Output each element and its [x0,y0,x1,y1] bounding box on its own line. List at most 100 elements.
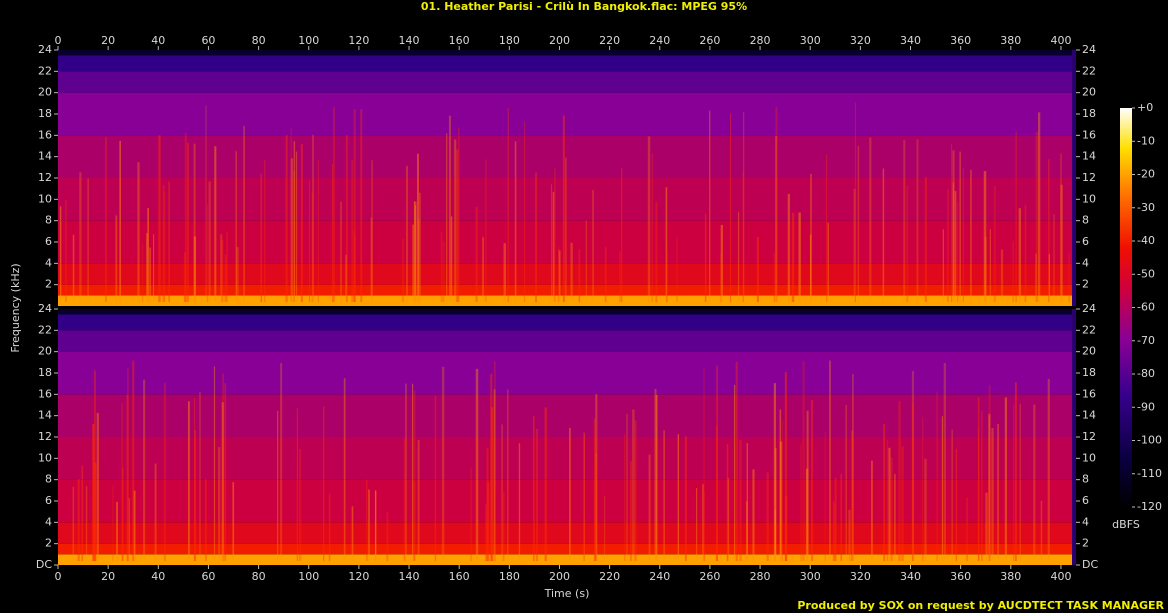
texture [952,150,955,302]
texture [153,234,155,302]
texture [648,454,651,561]
texture [903,140,906,302]
texture [312,134,314,302]
texture [970,169,972,302]
texture [220,234,223,302]
texture [434,395,437,561]
texture [186,142,190,302]
texture [92,423,95,561]
x-tick-label: 240 [649,34,670,47]
texture [676,236,678,302]
texture [848,509,851,561]
texture [624,433,626,561]
x-tick-label: 380 [1000,570,1021,583]
texture [626,413,628,561]
texture [323,406,325,561]
texture [779,441,783,561]
texture [413,201,416,302]
texture [936,391,938,561]
texture [871,460,873,561]
texture [485,504,487,561]
texture [1004,397,1007,561]
spectrogram-band [58,543,1072,555]
texture [977,428,980,561]
texture [232,482,235,561]
texture [298,449,302,561]
texture [260,173,262,302]
texture [222,373,224,561]
texture [146,233,148,302]
x-tick-label: 220 [599,570,620,583]
texture [857,146,860,302]
texture [665,187,668,302]
texture [956,201,959,302]
x-tick-label: 140 [399,570,420,583]
y-tick-label: 16 [38,387,52,400]
texture [112,484,114,561]
texture [715,425,718,561]
y-tick-label: 14 [38,150,52,163]
texture [208,181,211,302]
texture [147,207,149,302]
texture [883,423,886,561]
texture [345,134,348,302]
texture [824,432,826,561]
texture [1000,249,1004,302]
x-tick-label: 400 [1050,34,1071,47]
texture [702,484,705,561]
texture [295,151,298,302]
texture [1018,208,1021,302]
y-tick-label: 18 [38,366,52,379]
texture [308,180,311,302]
texture [655,201,658,302]
spectrogram-band [58,220,1072,264]
texture [446,133,448,302]
texture [704,213,707,302]
texture [756,236,759,302]
texture [810,173,812,302]
x-tick-label: 100 [298,570,319,583]
texture [809,234,812,302]
x-tick-label: 280 [750,34,771,47]
spectrogram-band [58,437,1072,480]
texture [293,170,295,302]
texture [592,190,594,302]
texture [293,141,296,302]
spectrogram-band [58,394,1072,437]
y-tick-label: 18 [1082,366,1096,379]
texture [551,184,553,302]
texture [924,177,927,302]
texture [552,191,555,302]
texture [745,501,748,561]
texture [562,115,565,302]
texture [787,193,790,302]
texture [221,402,224,561]
texture [632,409,635,561]
texture [853,188,856,302]
texture [825,154,828,302]
texture [115,215,118,302]
x-tick-label: 200 [549,570,570,583]
y-tick-label: DC [1082,558,1098,571]
texture [951,143,953,302]
texture [168,181,170,302]
texture [989,229,991,302]
texture [290,127,292,302]
texture [735,361,738,561]
colorbar-tick-label: -80 [1137,367,1155,380]
y-tick-label: 8 [1082,473,1089,486]
texture [634,420,637,561]
y-tick-label: 18 [38,107,52,120]
texture [988,385,991,561]
texture [911,370,915,561]
texture [854,102,857,302]
texture [518,443,521,561]
texture [845,405,847,561]
x-tick-label: 80 [252,34,266,47]
texture [849,513,851,561]
texture [1037,112,1041,303]
texture [898,401,901,561]
x-tick-label: 360 [950,34,971,47]
y-tick-label: 22 [38,323,52,336]
